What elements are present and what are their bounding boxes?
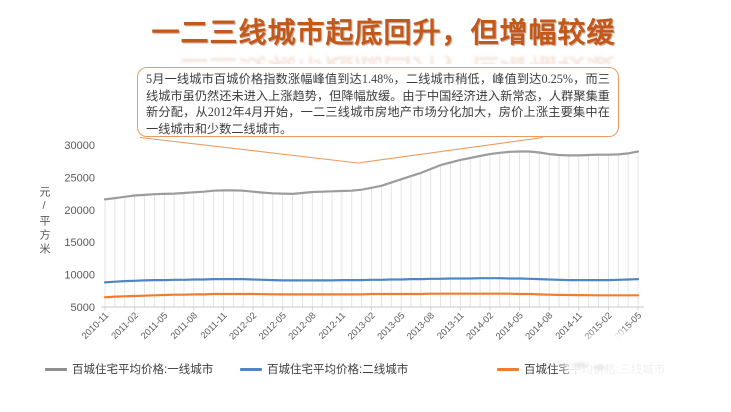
svg-text:2014-05: 2014-05	[494, 310, 525, 341]
svg-text:25000: 25000	[64, 172, 95, 184]
legend-label-tier2: 百城住宅平均价格:二线城市	[267, 364, 409, 376]
legend-item-tier1: 百城住宅平均价格:一线城市	[45, 361, 213, 377]
chart-title: 一二三线城市起底回升，但增幅较缓	[151, 17, 616, 48]
series-line-tier3	[103, 292, 640, 299]
legend-marker-tier3-line	[497, 367, 519, 371]
svg-text:5000: 5000	[71, 302, 95, 314]
svg-text:2011-02: 2011-02	[109, 310, 140, 341]
x-axis-tick-marks	[104, 307, 639, 311]
svg-text:2010-11: 2010-11	[80, 310, 111, 341]
watermark-smudge	[594, 365, 606, 370]
svg-text:15000: 15000	[64, 237, 95, 249]
svg-text:2012-11: 2012-11	[317, 310, 348, 341]
annotation-callout: 5月一线城市百城价格指数涨幅峰值到达1.48%，二线城市稍低，峰值到达0.25%…	[137, 67, 619, 137]
svg-text:2014-08: 2014-08	[523, 310, 554, 341]
svg-text:2012-05: 2012-05	[257, 310, 288, 341]
svg-text:2012-02: 2012-02	[227, 310, 258, 341]
watermark-smudge	[574, 362, 588, 368]
svg-text:2014-11: 2014-11	[553, 310, 584, 341]
svg-text:2011-11: 2011-11	[199, 310, 229, 340]
series-line-tier2	[103, 277, 640, 284]
svg-text:2013-08: 2013-08	[405, 310, 436, 341]
svg-text:2011-05: 2011-05	[139, 310, 170, 341]
y-axis-tick-labels: 5000 10000 15000 20000 25000 30000	[64, 140, 95, 314]
svg-text:2013-11: 2013-11	[435, 310, 466, 341]
y-axis-unit-label: 元/平方米	[38, 186, 50, 257]
svg-text:2012-08: 2012-08	[286, 310, 317, 341]
svg-text:30000: 30000	[64, 140, 95, 152]
drop-lines	[104, 152, 639, 307]
svg-text:2013-05: 2013-05	[375, 310, 406, 341]
svg-text:2014-02: 2014-02	[464, 310, 495, 341]
legend-label-tier1: 百城住宅平均价格:一线城市	[72, 364, 214, 376]
legend-marker-tier2-line	[240, 367, 262, 371]
series-line-tier1	[103, 150, 640, 201]
legend-item-tier2: 百城住宅平均价格:二线城市	[240, 361, 408, 377]
svg-text:2013-02: 2013-02	[346, 310, 377, 341]
svg-text:10000: 10000	[64, 270, 95, 282]
chart-title-reflection: 一二三线城市起底回升，但增幅较缓	[0, 51, 731, 64]
svg-text:20000: 20000	[64, 205, 95, 217]
annotation-text: 5月一线城市百城价格指数涨幅峰值到达1.48%，二线城市稍低，峰值到达0.25%…	[146, 72, 610, 136]
legend-marker-tier1-line	[45, 367, 67, 371]
watermark-blob	[570, 344, 722, 375]
callout-tail	[139, 136, 544, 164]
svg-text:2011-08: 2011-08	[169, 310, 200, 341]
